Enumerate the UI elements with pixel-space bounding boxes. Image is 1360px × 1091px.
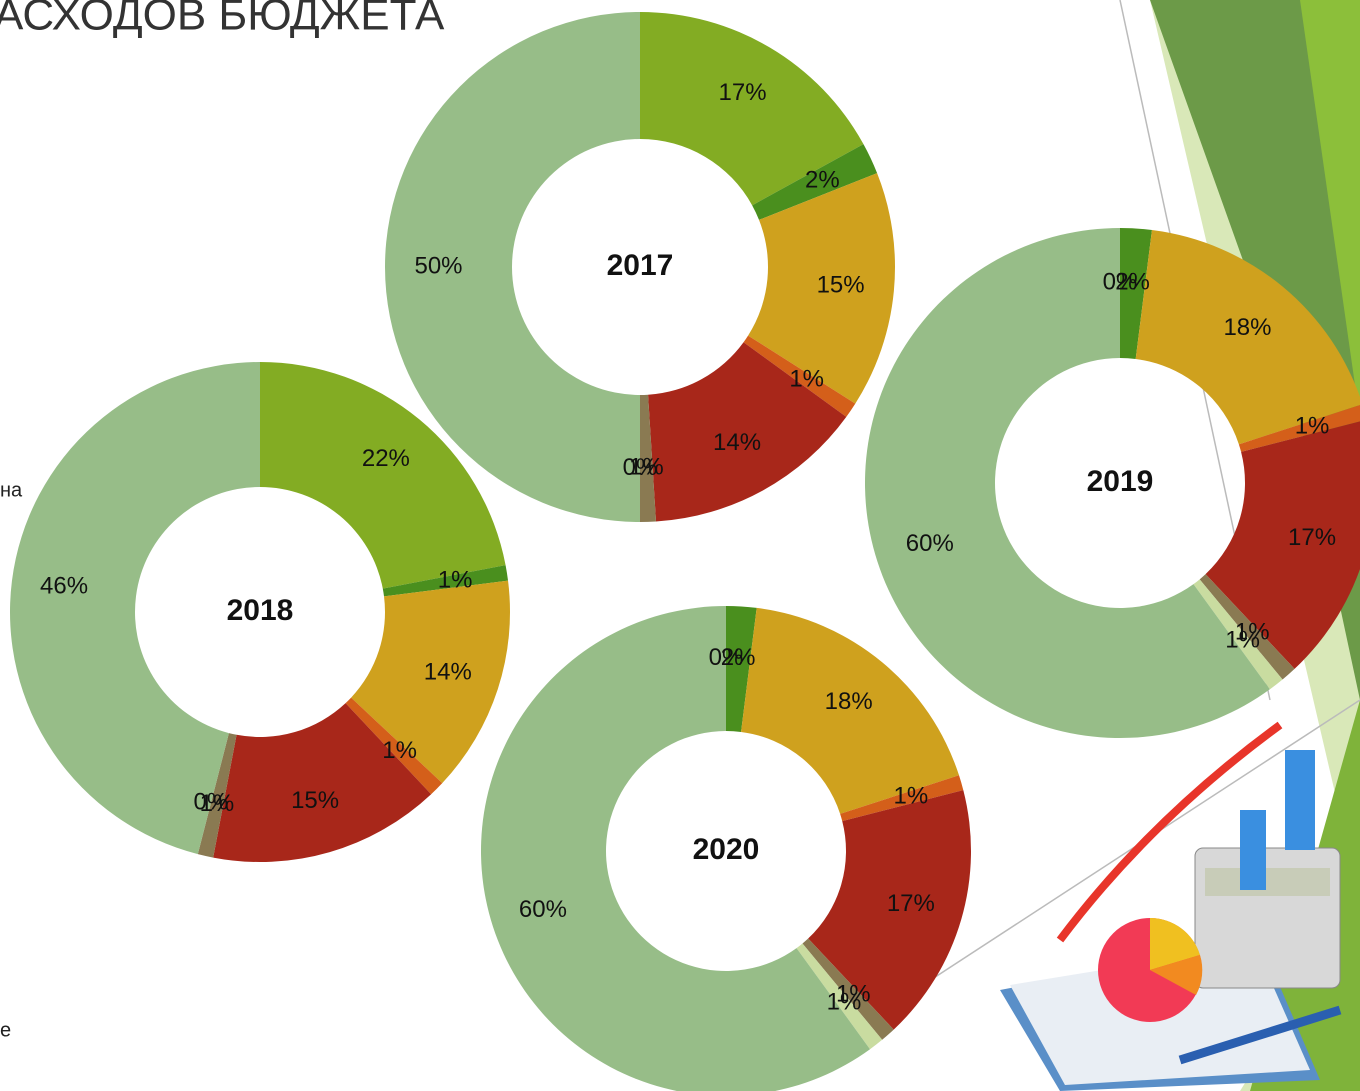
chart-title: 2018 [227, 594, 294, 627]
data-label: 2% [805, 167, 840, 194]
decor-triangle [1300, 0, 1360, 420]
data-label: 1% [438, 566, 473, 593]
data-label: 14% [713, 429, 761, 456]
data-label: 17% [1288, 524, 1336, 551]
donut-segment [260, 362, 506, 589]
data-label: 17% [887, 890, 935, 917]
data-label: 15% [817, 271, 865, 298]
donut-segment [796, 943, 883, 1050]
chart-title: 2019 [1087, 465, 1154, 498]
illustration [1000, 721, 1342, 1091]
slide-title: АСХОДОВ БЮДЖЕТА [0, 0, 445, 40]
data-label: 1% [200, 790, 235, 817]
data-label: 1% [382, 737, 417, 764]
donut-chart: 22%1%14%1%15%1%0%46%2018 [9, 362, 511, 863]
data-label: 60% [906, 530, 954, 557]
donut-segment [741, 607, 960, 814]
decor-triangle [1150, 0, 1360, 700]
donut-segment [640, 12, 864, 206]
text-fragment: на [0, 479, 23, 501]
donut-segment [748, 173, 896, 404]
donut-segment [802, 938, 894, 1040]
donut-segment [1135, 230, 1360, 445]
data-label: 1% [1225, 626, 1260, 653]
data-label: 14% [424, 658, 472, 685]
data-label: 2% [1115, 269, 1150, 296]
donut-segment [197, 733, 237, 858]
donut-segment [1199, 574, 1295, 680]
donut-segment [1238, 405, 1360, 452]
donut-segment [9, 362, 261, 855]
donut-segment [743, 335, 856, 417]
data-label: 1% [789, 366, 824, 393]
data-label: 18% [1223, 314, 1271, 341]
donut-segment [648, 342, 847, 522]
data-label: 22% [362, 445, 410, 472]
donut-segment [382, 565, 509, 597]
donut-segment [213, 703, 432, 863]
data-label: 1% [836, 981, 871, 1008]
donut-segment [752, 144, 878, 220]
data-label: 1% [827, 988, 862, 1015]
chart-title: 2017 [607, 249, 674, 282]
data-label: 1% [629, 454, 664, 481]
decor-line [899, 699, 1360, 1001]
data-label: 60% [519, 896, 567, 923]
data-label: 0% [709, 644, 744, 671]
donut-segment [726, 606, 757, 732]
text-fragment: е [0, 1019, 11, 1041]
data-label: 18% [825, 688, 873, 715]
donut-chart: 0%2%18%1%17%1%1%60%2019 [864, 228, 1360, 739]
data-label: 1% [894, 783, 929, 810]
data-label: 15% [291, 787, 339, 814]
data-label: 50% [414, 252, 462, 279]
donut-segment [640, 394, 657, 522]
donut-segment [481, 606, 871, 1091]
data-label: 17% [719, 79, 767, 106]
chart-title: 2020 [693, 833, 760, 866]
donut-chart: 0%2%18%1%17%1%1%60%2020 [481, 606, 971, 1091]
donut-segment [808, 790, 971, 1030]
donut-segment [1193, 579, 1283, 690]
donut-segment [864, 228, 1270, 739]
data-label: 1% [1295, 413, 1330, 440]
data-label: 0% [1103, 268, 1138, 295]
donut-segment [1205, 421, 1360, 669]
donut-segment [385, 12, 640, 522]
donut-segment [345, 697, 443, 795]
data-label: 0% [623, 454, 658, 481]
data-label: 46% [40, 573, 88, 600]
data-label: 0% [194, 789, 229, 816]
donut-chart: 17%2%15%1%14%1%0%50% 2017 [385, 12, 896, 522]
donut-segment [840, 775, 964, 822]
donut-segment [351, 580, 511, 784]
data-label: 2% [721, 644, 756, 671]
data-label: 1% [1235, 618, 1270, 645]
donut-segment [1120, 228, 1152, 359]
